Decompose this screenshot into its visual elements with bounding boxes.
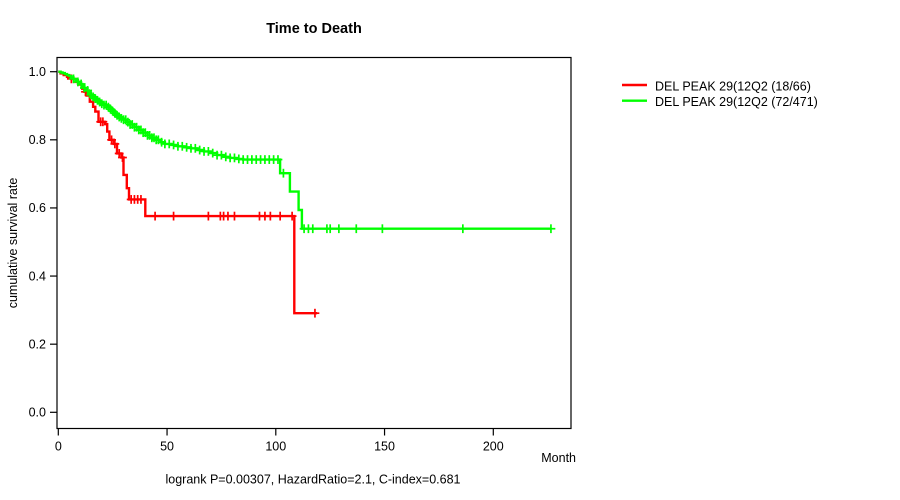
x-tick-label: 100: [265, 440, 286, 454]
chart-title: Time to Death: [266, 21, 362, 37]
plot-area: 0 50 100 150 200 0.0 0.2 0.4 0.6 0.8 1.0: [29, 56, 572, 454]
y-tick-label: 0.6: [29, 201, 46, 215]
x-tick-label: 200: [483, 440, 504, 454]
x-tick-label: 150: [374, 440, 395, 454]
survival-curve-red: [58, 70, 318, 315]
survival-curve-green: [58, 70, 551, 230]
stats-annotation: logrank P=0.00307, HazardRatio=2.1, C-in…: [166, 473, 461, 487]
y-tick-label: 0.4: [29, 269, 46, 283]
legend: DEL PEAK 29(12Q2 (18/66) DEL PEAK 29(12Q…: [622, 80, 818, 109]
y-tick-label: 1.0: [29, 65, 46, 79]
y-axis-label: cumulative survival rate: [6, 178, 20, 309]
y-tick-label: 0.8: [29, 133, 46, 147]
legend-label-red: DEL PEAK 29(12Q2 (18/66): [655, 80, 811, 94]
x-tick-label: 0: [55, 440, 62, 454]
legend-label-green: DEL PEAK 29(12Q2 (72/471): [655, 95, 818, 109]
plot-box: [56, 56, 572, 430]
x-tick-label: 50: [160, 440, 174, 454]
x-axis-label: Month: [541, 451, 576, 465]
y-tick-label: 0.0: [29, 406, 46, 420]
y-tick-label: 0.2: [29, 337, 46, 351]
